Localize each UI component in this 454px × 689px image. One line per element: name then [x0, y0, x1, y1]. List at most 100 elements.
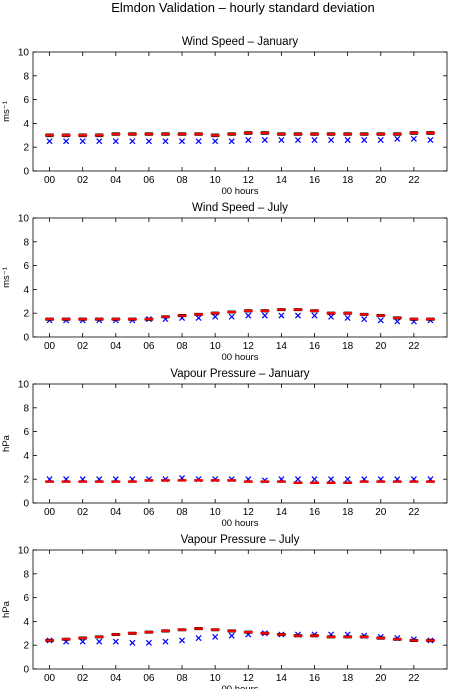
series-1: [46, 474, 434, 484]
y-tick-label: 0: [23, 665, 29, 676]
x-tick-label: 02: [77, 175, 89, 186]
x-tick-label: 18: [342, 673, 354, 684]
x-tick-label: 16: [309, 507, 321, 518]
y-tick-label: 2: [23, 641, 29, 652]
data-point-x: [294, 312, 301, 319]
data-point-x: [427, 137, 434, 144]
x-tick-label: 08: [176, 507, 188, 518]
x-tick-label: 08: [176, 673, 188, 684]
y-tick-label: 10: [18, 214, 30, 225]
data-point-x: [129, 138, 136, 145]
x-tick-label: 14: [276, 673, 288, 684]
data-point-x: [377, 317, 384, 324]
x-tick-label: 18: [342, 507, 354, 518]
data-point-x: [228, 313, 235, 320]
y-tick-label: 10: [18, 380, 30, 391]
data-point-x: [96, 138, 103, 145]
x-tick-label: 12: [243, 673, 255, 684]
y-axis-label: hPa: [1, 600, 12, 618]
series-2: [45, 627, 435, 642]
data-point-x: [195, 138, 202, 145]
data-point-x: [179, 138, 186, 145]
x-tick-label: 00: [44, 673, 56, 684]
x-tick-label: 14: [276, 341, 288, 352]
data-point-x: [245, 137, 252, 144]
x-tick-label: 22: [408, 341, 420, 352]
y-tick-label: 6: [23, 593, 29, 604]
axes-frame: [32, 383, 448, 504]
data-point-x: [294, 476, 301, 483]
data-point-x: [261, 312, 268, 319]
y-tick-label: 8: [23, 569, 29, 580]
y-tick-label: 4: [23, 119, 29, 130]
data-point-x: [195, 314, 202, 321]
y-tick-label: 0: [23, 167, 29, 178]
data-point-x: [294, 137, 301, 144]
y-tick-label: 4: [23, 285, 29, 296]
data-point-x: [328, 313, 335, 320]
x-tick-label: 20: [375, 175, 387, 186]
y-tick-label: 2: [23, 143, 29, 154]
x-tick-label: 18: [342, 175, 354, 186]
x-tick-label: 20: [375, 341, 387, 352]
data-point-x: [361, 316, 368, 323]
y-tick-label: 10: [18, 48, 30, 59]
data-point-x: [344, 137, 351, 144]
x-tick-label: 10: [210, 175, 222, 186]
x-tick-label: 14: [276, 507, 288, 518]
x-tick-label: 16: [309, 175, 321, 186]
series-2: [45, 308, 435, 321]
data-point-x: [145, 138, 152, 145]
data-point-x: [344, 314, 351, 321]
x-tick-label: 04: [110, 507, 122, 518]
x-tick-label: 06: [143, 175, 155, 186]
data-point-x: [46, 138, 53, 145]
y-tick-label: 8: [23, 71, 29, 82]
y-tick-label: 4: [23, 617, 29, 628]
x-tick-label: 00: [44, 175, 56, 186]
y-tick-label: 6: [23, 427, 29, 438]
data-point-x: [179, 637, 186, 644]
data-point-x: [63, 138, 70, 145]
data-point-x: [112, 638, 119, 645]
x-tick-label: 10: [210, 673, 222, 684]
axes-frame: [32, 217, 448, 338]
data-point-x: [410, 135, 417, 142]
data-point-x: [112, 138, 119, 145]
series-1: [46, 630, 434, 646]
data-point-x: [162, 638, 169, 645]
y-tick-label: 6: [23, 95, 29, 106]
data-point-x: [79, 138, 86, 145]
x-tick-label: 22: [408, 175, 420, 186]
data-point-x: [311, 137, 318, 144]
x-tick-label: 12: [243, 175, 255, 186]
data-point-x: [212, 633, 219, 640]
x-tick-label: 02: [77, 673, 89, 684]
data-point-x: [228, 138, 235, 145]
x-tick-label: 10: [210, 341, 222, 352]
x-tick-label: 22: [408, 507, 420, 518]
x-axis-label: 00 hours: [222, 186, 259, 197]
y-axis-label: ms⁻¹: [1, 101, 12, 122]
panel-title: Wind Speed – July: [192, 202, 288, 214]
x-tick-label: 16: [309, 673, 321, 684]
x-tick-label: 08: [176, 175, 188, 186]
x-tick-label: 02: [77, 507, 89, 518]
data-point-x: [377, 137, 384, 144]
data-point-x: [328, 137, 335, 144]
data-point-x: [311, 312, 318, 319]
x-tick-label: 06: [143, 507, 155, 518]
data-point-x: [79, 638, 86, 645]
y-axis-label: hPa: [1, 434, 12, 452]
data-point-x: [394, 318, 401, 325]
x-tick-label: 12: [243, 341, 255, 352]
x-tick-label: 06: [143, 673, 155, 684]
data-point-x: [278, 312, 285, 319]
y-tick-label: 8: [23, 237, 29, 248]
data-point-x: [212, 313, 219, 320]
y-tick-label: 10: [18, 546, 30, 557]
